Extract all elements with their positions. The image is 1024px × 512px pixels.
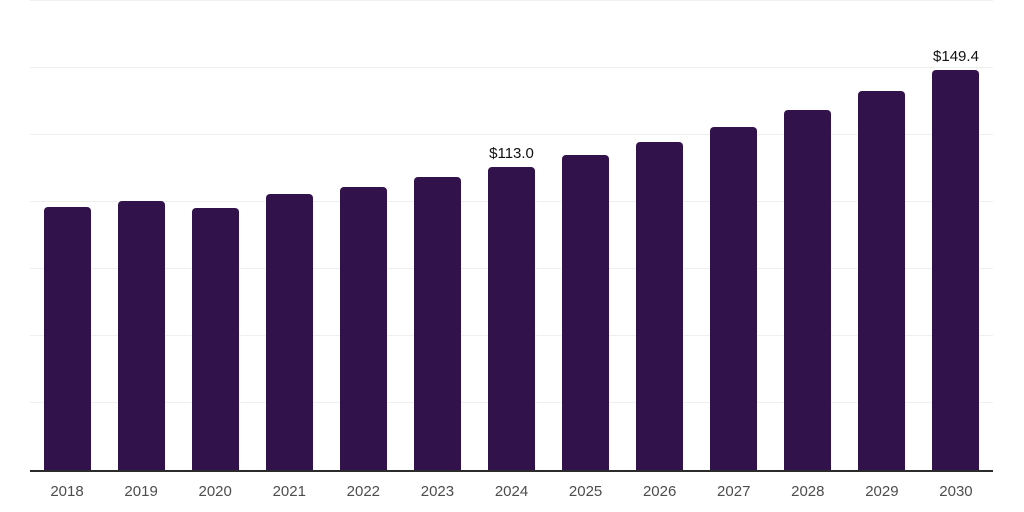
x-axis: 2018 2019 2020 2021 2022 2023 2024 2025 2026 2027… (30, 472, 993, 500)
bar-slot-2023 (400, 1, 474, 470)
bar-slot-2025 (549, 1, 623, 470)
bar-slot-2021 (252, 1, 326, 470)
bar-2021 (265, 194, 313, 470)
bar-slot-2030: $149.4 (919, 1, 993, 470)
bar-slot-2022 (326, 1, 400, 470)
bar-2028 (784, 109, 832, 470)
x-tick-2028: 2028 (791, 483, 825, 500)
value-label-2024: $113.0 (489, 145, 534, 163)
gridline-125 (30, 134, 993, 135)
bar-2025 (562, 155, 610, 470)
bar-2030 (932, 69, 980, 470)
x-tick-2019: 2019 (124, 483, 158, 500)
chart-area: $113.0 $149.4 2018 2019 2020 2021 2022 2023 202… (30, 0, 993, 500)
gridline-150 (30, 67, 993, 68)
bar-slot-2020 (178, 1, 252, 470)
plot-area: $113.0 $149.4 (30, 0, 993, 472)
bar-2019 (117, 200, 165, 470)
bar-slot-2024: $113.0 (474, 1, 548, 470)
bar-2029 (858, 90, 906, 470)
x-tick-2024: 2024 (494, 483, 529, 500)
x-tick-2022: 2022 (346, 483, 381, 500)
bar-2018 (43, 207, 91, 470)
bar-2027 (710, 127, 758, 470)
bar-2024 (488, 167, 535, 470)
bar-slot-2026 (623, 1, 697, 470)
x-tick-2027: 2027 (717, 483, 751, 500)
bar-slot-2018 (30, 1, 104, 470)
bar-2020 (191, 208, 239, 470)
bar-slot-2029 (845, 1, 919, 470)
bar-2023 (413, 176, 461, 470)
x-tick-2029: 2029 (865, 483, 899, 500)
x-tick-2026: 2026 (642, 483, 677, 500)
x-tick-2018: 2018 (50, 483, 84, 500)
x-tick-2025: 2025 (568, 483, 603, 500)
bar-slot-2028 (771, 1, 845, 470)
bar-2022 (339, 186, 387, 470)
x-tick-2021: 2021 (272, 483, 306, 500)
x-tick-2020: 2020 (198, 483, 232, 500)
bar-slot-2027 (697, 1, 771, 470)
value-label-2030: $149.4 (933, 47, 979, 65)
x-tick-2030: 2030 (939, 483, 973, 500)
gridline-175 (30, 0, 993, 1)
bar-2026 (636, 141, 684, 470)
bar-slot-2019 (104, 1, 178, 470)
x-tick-2023: 2023 (420, 483, 455, 500)
